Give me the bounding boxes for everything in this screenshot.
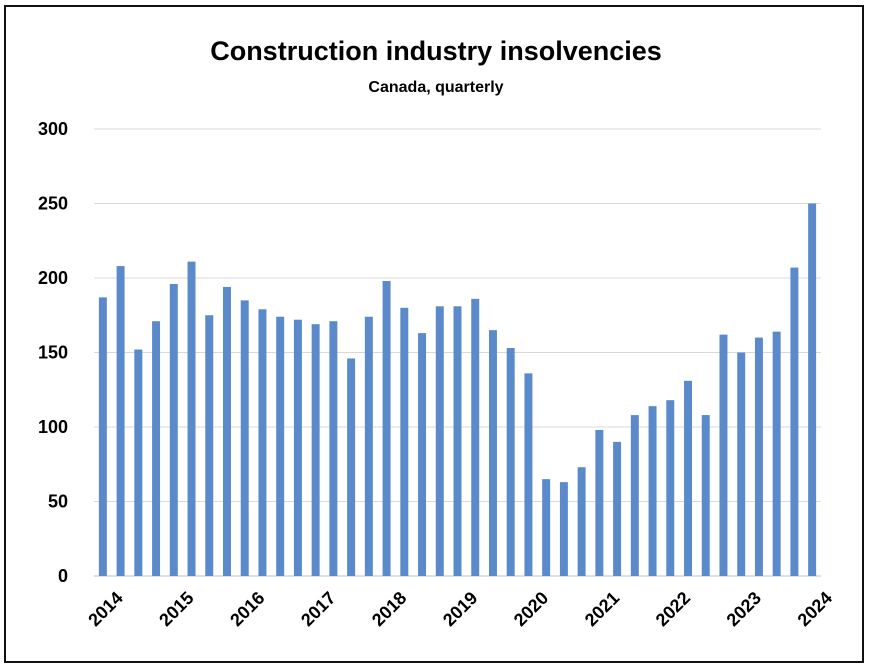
- x-tick-label: 2019: [439, 588, 481, 630]
- chart-subtitle: Canada, quarterly: [368, 79, 503, 96]
- bar: [737, 352, 746, 576]
- bar: [293, 319, 302, 576]
- bar: [808, 203, 817, 576]
- x-tick-label: 2023: [723, 588, 765, 630]
- bar: [577, 467, 586, 576]
- bar: [453, 306, 462, 576]
- y-tick-label: 200: [38, 268, 68, 288]
- bar: [418, 333, 427, 576]
- bar: [471, 298, 480, 576]
- x-tick-label: 2022: [652, 588, 694, 630]
- bar: [559, 482, 568, 576]
- bar: [400, 307, 409, 576]
- bar: [595, 429, 604, 576]
- bar: [98, 297, 107, 576]
- y-tick-label: 100: [38, 417, 68, 437]
- x-tick-label: 2015: [155, 588, 197, 630]
- y-tick-label: 250: [38, 194, 68, 214]
- bar: [152, 321, 161, 576]
- x-tick-label: 2017: [297, 588, 339, 630]
- y-tick-label: 50: [48, 492, 68, 512]
- bar: [648, 406, 657, 576]
- x-tick-label: 2021: [581, 588, 623, 630]
- bar: [613, 441, 622, 576]
- x-tick-label: 2024: [794, 588, 836, 630]
- bar: [435, 306, 444, 576]
- bar: [382, 280, 391, 576]
- bar: [666, 400, 675, 576]
- bar: [630, 415, 639, 576]
- bar: [524, 373, 533, 576]
- bar: [240, 300, 249, 576]
- bar: [169, 283, 178, 576]
- bar: [719, 334, 728, 576]
- bar: [684, 380, 693, 576]
- bar: [364, 316, 373, 576]
- bar: [205, 315, 214, 576]
- bar: [506, 348, 515, 576]
- bar: [258, 309, 267, 576]
- bar: [311, 324, 320, 576]
- x-tick-label: 2016: [226, 588, 268, 630]
- bar: [347, 358, 356, 576]
- bar: [187, 261, 196, 576]
- bar: [754, 337, 763, 576]
- bar: [222, 286, 231, 576]
- bar: [276, 316, 285, 576]
- bar: [134, 349, 143, 576]
- bar: [542, 479, 551, 576]
- y-tick-label: 0: [58, 566, 68, 586]
- x-axis-ticks: 2014 2015 2016 2017 2018 2019 2020 2021 2022 2023…: [84, 588, 836, 630]
- bars: [98, 203, 817, 576]
- bar: [772, 331, 781, 576]
- x-tick-label: 2018: [368, 588, 410, 630]
- chart-title: Construction industry insolvencies: [210, 36, 662, 66]
- bar: [701, 415, 710, 576]
- bar: [488, 330, 497, 576]
- bar: [116, 266, 125, 576]
- x-tick-label: 2020: [510, 588, 552, 630]
- bar: [329, 321, 338, 576]
- y-tick-label: 300: [38, 119, 68, 139]
- x-tick-label: 2014: [84, 588, 126, 630]
- y-axis-ticks: 0 50 100 150 200 250 300: [38, 119, 68, 586]
- gridlines: [94, 128, 821, 577]
- bar: [790, 267, 799, 576]
- y-tick-label: 150: [38, 343, 68, 363]
